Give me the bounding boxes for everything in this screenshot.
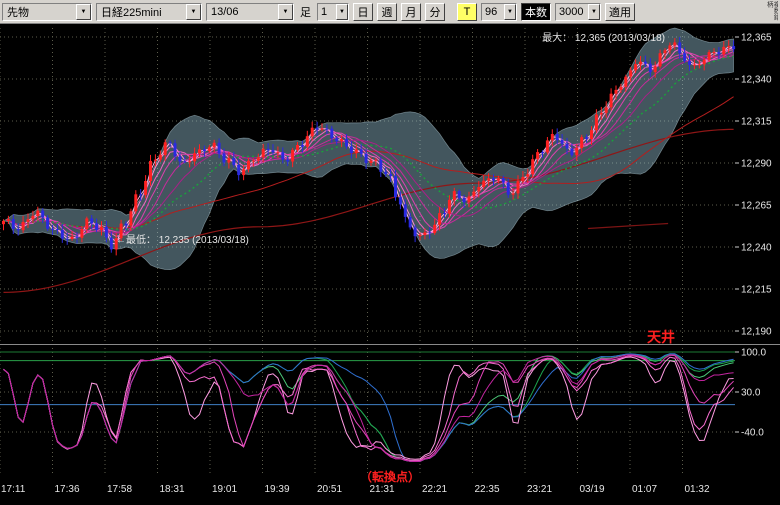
- t-button[interactable]: T: [457, 2, 477, 21]
- count-value: 3000: [559, 5, 584, 18]
- time-axis-label: 21:31: [370, 484, 395, 495]
- oscillator-pink-line: [3, 356, 734, 460]
- oscillator-blue-line: [3, 353, 734, 463]
- time-axis-label: 20:51: [317, 484, 342, 495]
- bar-interval-value: 1: [321, 5, 328, 18]
- time-axis-label: 18:31: [160, 484, 185, 495]
- symbol-select[interactable]: 日経225mini ▼: [96, 2, 202, 21]
- toolbar: 先物 ▼ 日経225mini ▼ 13/06 ▼ 足 1 ▼ 日 週 月 分 T…: [0, 0, 780, 24]
- count-arrow-icon[interactable]: ▼: [588, 3, 600, 20]
- time-axis-label: 23:21: [527, 484, 552, 495]
- max-price-annotation: 最大： 12,365 (2013/03/18): [542, 31, 665, 44]
- time-axis-label: 01:32: [685, 484, 710, 495]
- market-select-arrow-icon[interactable]: ▼: [76, 3, 91, 20]
- period-minute-button[interactable]: 分: [425, 2, 445, 21]
- min-price-annotation: ←最低： 12,235 (2013/03/18): [116, 233, 249, 246]
- candles-layer: [2, 37, 736, 256]
- ma-ribbon-line: [3, 53, 734, 234]
- price-axis-label: 12,315: [741, 117, 772, 128]
- osc-axis-label: 30.0: [741, 388, 761, 399]
- time-axis-label: 03/19: [580, 484, 605, 495]
- oscillator-green-line: [3, 353, 734, 463]
- bar-label: 足: [300, 6, 311, 19]
- ma-ribbon-line: [3, 54, 734, 234]
- oscillator-green-line: [3, 353, 734, 463]
- oscillator-pink-line: [3, 354, 734, 463]
- time-axis-label: 19:39: [265, 484, 290, 495]
- time-axis-label: 17:11: [1, 484, 26, 495]
- bar-interval-arrow-icon[interactable]: ▼: [336, 3, 348, 20]
- price-axis-label: 12,190: [741, 327, 772, 338]
- price-axis-label: 12,215: [741, 285, 772, 296]
- count-select[interactable]: 3000 ▼: [555, 2, 601, 21]
- bar-interval-select[interactable]: 1 ▼: [317, 2, 349, 21]
- symbol-select-value: 日経225mini: [101, 6, 162, 19]
- count-toggle-button[interactable]: 本数: [521, 2, 551, 21]
- price-chart-canvas[interactable]: 12,365 12,340 12,315 12,290 12,265 12,240 12,2…: [0, 24, 780, 500]
- green-ma-line: [3, 55, 734, 231]
- ma-ribbon-line: [3, 48, 734, 237]
- period-day-button[interactable]: 日: [353, 2, 373, 21]
- visible-bars-arrow-icon[interactable]: ▼: [504, 3, 516, 20]
- contract-select[interactable]: 13/06 ▼: [206, 2, 294, 21]
- period-month-button[interactable]: 月: [401, 2, 421, 21]
- market-select-value: 先物: [7, 6, 29, 19]
- contract-select-value: 13/06: [211, 5, 239, 18]
- price-axis-label: 12,340: [741, 75, 772, 86]
- contract-select-arrow-icon[interactable]: ▼: [278, 3, 293, 20]
- oscillator-pink-line: [3, 354, 734, 462]
- osc-axis-label: -40.0: [741, 428, 764, 439]
- ceiling-label: 天井: [647, 329, 675, 345]
- chart-area[interactable]: 12,365 12,340 12,315 12,290 12,265 12,240 12,2…: [0, 24, 780, 500]
- time-axis-label: 22:35: [475, 484, 500, 495]
- price-axis-label: 12,240: [741, 243, 772, 254]
- visible-bars-value: 96: [485, 5, 498, 18]
- price-axis-label: 12,365: [741, 33, 772, 44]
- apply-button[interactable]: 適用: [605, 2, 635, 21]
- period-week-button[interactable]: 週: [377, 2, 397, 21]
- time-axis-label: 01:07: [632, 484, 657, 495]
- time-axis-label: 17:36: [55, 484, 80, 495]
- market-select[interactable]: 先物 ▼: [2, 2, 92, 21]
- time-axis-label: 22:21: [422, 484, 447, 495]
- grid-layer: [0, 28, 735, 476]
- price-axis-label: 12,265: [741, 201, 772, 212]
- time-axis-label: 17:58: [107, 484, 132, 495]
- osc-axis-label: 100.0: [741, 348, 766, 359]
- multi-symbol-side-label: 複数銘柄: [765, 0, 778, 21]
- symbol-select-arrow-icon[interactable]: ▼: [186, 3, 201, 20]
- trend-segment: [587, 222, 669, 230]
- oscillator-pink-line: [3, 355, 734, 461]
- turning-point-label: （転換点）: [360, 469, 420, 484]
- price-axis-label: 12,290: [741, 159, 772, 170]
- time-axis-label: 19:01: [212, 484, 237, 495]
- visible-bars-select[interactable]: 96 ▼: [481, 2, 517, 21]
- price-band: [2, 27, 734, 270]
- long-ma-line: [3, 128, 734, 293]
